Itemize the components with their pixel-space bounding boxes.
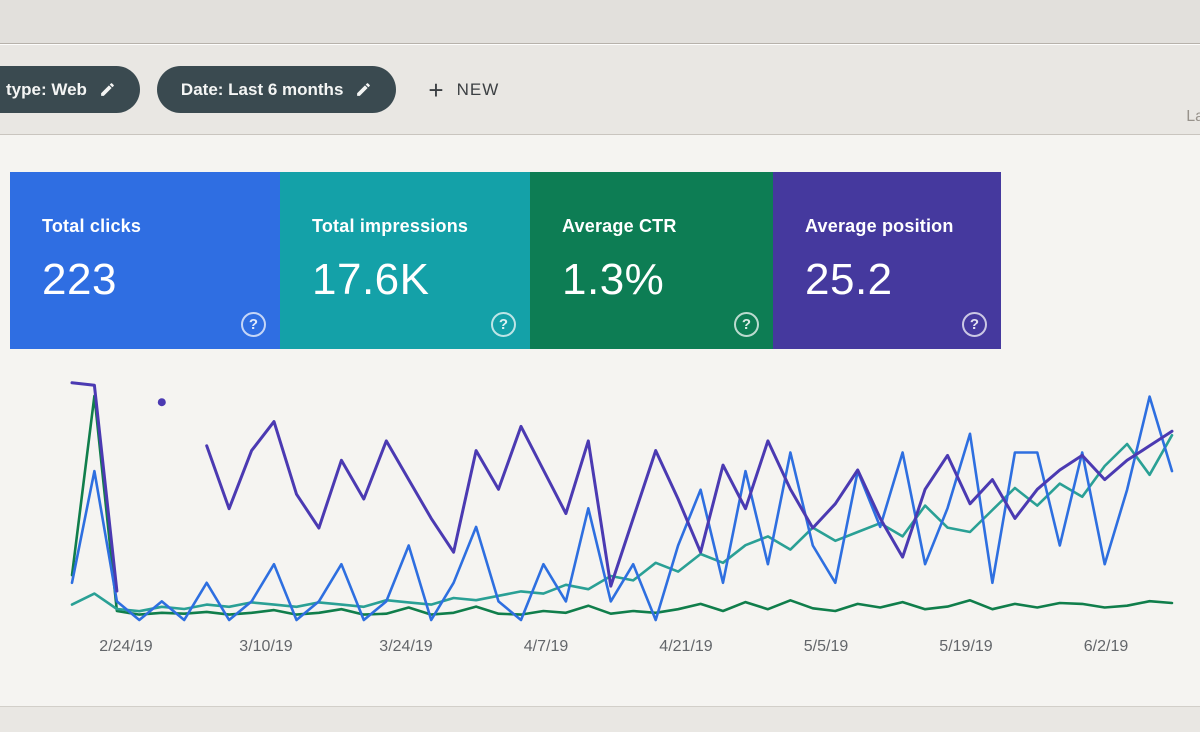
filter-chip-search-type-label: type: Web [6,79,87,99]
performance-line-chart[interactable]: 2/24/19 3/10/19 3/24/19 4/7/19 4/21/19 5/5/19… [0,352,1200,682]
average-position-card[interactable]: Average position 25.2 ? [773,172,1001,349]
total-impressions-label: Total impressions [312,216,469,236]
new-filter-button[interactable]: + NEW [428,77,499,103]
help-icon[interactable]: ? [241,312,266,337]
x-tick-label: 5/5/19 [803,638,849,655]
filter-chip-search-type[interactable]: type: Web [0,66,140,113]
average-position-value: 25.2 [805,255,893,304]
question-mark-glyph: ? [498,316,509,333]
total-impressions-value: 17.6K [312,255,430,304]
total-impressions-card[interactable]: Total impressions 17.6K ? [280,172,530,349]
new-filter-button-label: NEW [456,79,500,99]
metric-cards-row: Total clicks 223 ? Total impressions 17.… [10,172,1001,349]
x-tick-label: 3/24/19 [379,638,433,655]
x-tick-label: 5/19/19 [939,638,993,655]
chart-canvas [70,381,1174,622]
browser-chrome-strip [0,0,1200,44]
plus-icon: + [428,74,445,105]
question-mark-glyph: ? [969,316,980,333]
last-updated-text-truncated: La [1186,108,1200,125]
average-ctr-card[interactable]: Average CTR 1.3% ? [530,172,773,349]
x-tick-label: 2/24/19 [99,638,153,655]
x-tick-label: 4/21/19 [659,638,713,655]
total-clicks-value: 223 [42,255,117,304]
chart-x-axis: 2/24/19 3/10/19 3/24/19 4/7/19 4/21/19 5/5/19… [0,638,1200,662]
help-icon[interactable]: ? [962,312,987,337]
total-clicks-card[interactable]: Total clicks 223 ? [10,172,280,349]
pencil-edit-icon [99,81,116,98]
panel-bottom-edge [0,706,1200,732]
question-mark-glyph: ? [741,316,752,333]
average-ctr-label: Average CTR [562,216,677,236]
average-position-label: Average position [805,216,954,236]
x-tick-label: 6/2/19 [1083,638,1129,655]
x-tick-label: 4/7/19 [523,638,569,655]
average-ctr-value: 1.3% [562,255,665,304]
help-icon[interactable]: ? [491,312,516,337]
filter-chip-date-range-label: Date: Last 6 months [180,79,344,99]
question-mark-glyph: ? [248,316,259,333]
total-clicks-label: Total clicks [42,216,142,236]
filter-chip-date-range[interactable]: Date: Last 6 months [156,66,397,113]
pencil-edit-icon [355,81,372,98]
x-tick-label: 3/10/19 [239,638,293,655]
filter-toolbar: type: Web Date: Last 6 months + NEW La [0,45,1200,135]
help-icon[interactable]: ? [734,312,759,337]
